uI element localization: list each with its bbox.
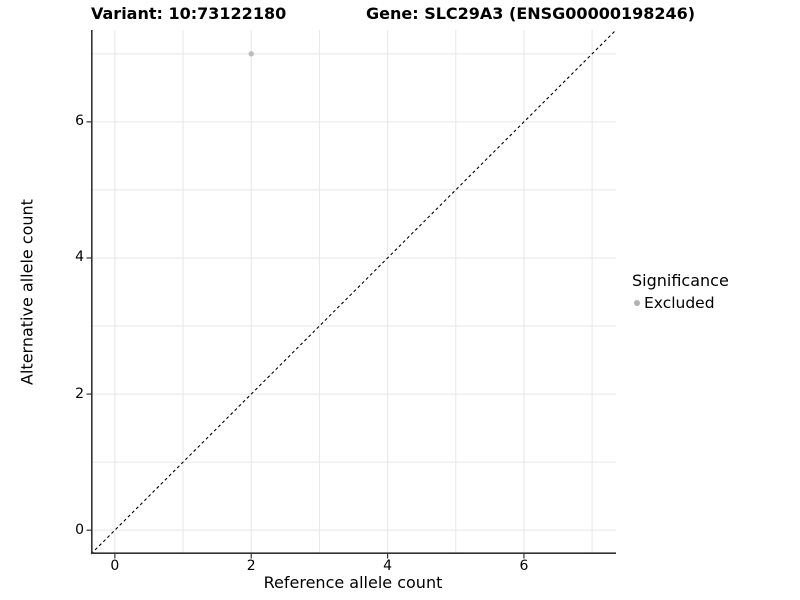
x-tick-label: 4 xyxy=(383,558,393,574)
legend-entries: Excluded xyxy=(632,294,729,312)
y-tick-label: 4 xyxy=(75,249,84,266)
legend-title: Significance xyxy=(632,271,729,290)
x-tick-label: 0 xyxy=(110,558,120,574)
legend-entry-label: Excluded xyxy=(644,294,715,312)
plot-panel xyxy=(86,29,617,559)
y-axis-title: Alternative allele count xyxy=(17,199,37,385)
x-tick-label: 6 xyxy=(519,558,529,574)
x-axis-title: Reference allele count xyxy=(263,573,443,592)
data-point xyxy=(248,51,254,57)
x-tick-label: 2 xyxy=(246,558,256,574)
legend-entry: Excluded xyxy=(632,294,729,312)
identity-reference-line xyxy=(90,29,617,555)
plot-title-gene: Gene: SLC29A3 (ENSG00000198246) xyxy=(366,4,696,23)
y-tick-label: 0 xyxy=(75,521,84,538)
legend-point-icon xyxy=(634,300,640,306)
plot-title-variant: Variant: 10:73122180 xyxy=(91,4,287,23)
legend: Significance Excluded xyxy=(632,271,729,312)
y-tick-label: 6 xyxy=(75,113,84,130)
y-tick-label: 2 xyxy=(75,385,84,402)
